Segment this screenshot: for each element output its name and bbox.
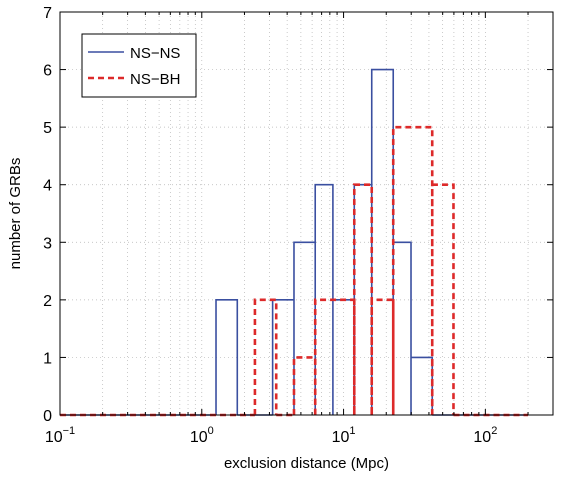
y-tick-label: 4 — [43, 178, 52, 195]
x-tick-label: 101 — [332, 425, 356, 446]
x-tick-label: 10−1 — [45, 425, 75, 446]
legend-label: NS−NS — [130, 45, 180, 62]
axis-ticks: 10−1 100 101 102 0 1 2 3 4 5 6 7 — [43, 5, 554, 446]
y-tick-label: 2 — [43, 293, 52, 310]
legend: NS−NS NS−BH — [81, 33, 197, 98]
plot-frame — [59, 11, 554, 416]
series-layer — [60, 68, 529, 417]
y-tick-label: 0 — [43, 408, 52, 425]
y-tick-label: 3 — [43, 235, 52, 252]
y-tick-label: 7 — [43, 5, 52, 22]
y-tick-label: 1 — [43, 350, 52, 367]
legend-box — [81, 33, 197, 98]
x-tick-label: 100 — [190, 425, 214, 446]
y-tick-label: 6 — [43, 63, 52, 80]
x-tick-label: 102 — [473, 425, 497, 446]
legend-label: NS−BH — [130, 71, 180, 88]
y-axis-label: number of GRBs — [7, 158, 24, 270]
y-tick-label: 5 — [43, 120, 52, 137]
x-axis-label: exclusion distance (Mpc) — [224, 455, 389, 472]
series-nsbh-path — [60, 125, 529, 417]
